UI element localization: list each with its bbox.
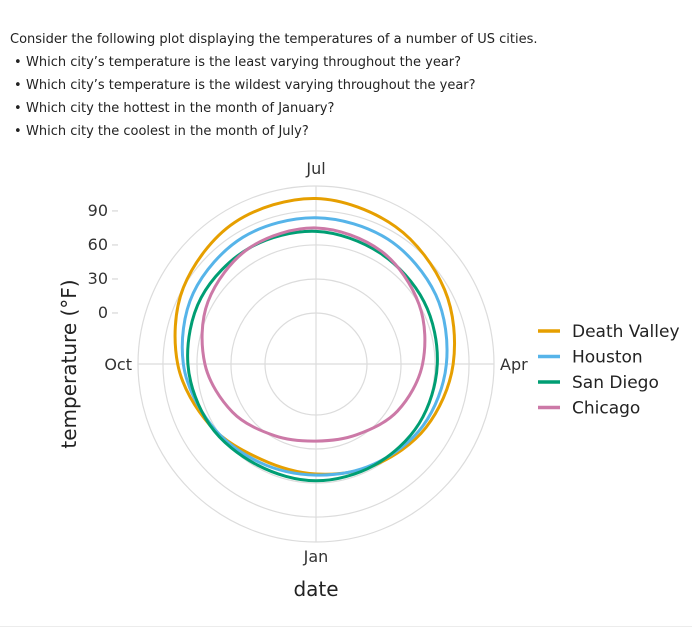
question-item: Which city the coolest in the month of J… xyxy=(10,120,538,143)
legend-label: Death Valley xyxy=(572,322,680,342)
polar-axis: Jan Apr Jul Oct 0 30 60 90 xyxy=(88,159,528,566)
series-line-houston xyxy=(180,216,449,477)
y-tick-label: 0 xyxy=(98,303,108,322)
question-item: Which city’s temperature is the least va… xyxy=(10,51,538,74)
legend-item: San Diego xyxy=(538,373,659,393)
divider xyxy=(0,626,692,627)
y-tick-label: 60 xyxy=(88,235,108,254)
x-tick-label: Apr xyxy=(500,355,528,374)
x-tick-label: Oct xyxy=(104,355,132,374)
question-intro: Consider the following plot displaying t… xyxy=(10,32,538,47)
question-list: Which city’s temperature is the least va… xyxy=(10,51,538,143)
question-item: Which city the hottest in the month of J… xyxy=(10,97,538,120)
legend: Death Valley Houston San Diego Chicago xyxy=(538,322,680,419)
x-tick-label: Jul xyxy=(305,159,325,178)
legend-item: Chicago xyxy=(538,399,640,419)
legend-label: San Diego xyxy=(572,373,659,393)
series-line-san-diego xyxy=(186,229,439,483)
legend-label: Chicago xyxy=(572,399,640,419)
y-tick-label: 90 xyxy=(88,201,108,220)
y-axis-label: temperature (°F) xyxy=(57,279,81,448)
question-item: Which city’s temperature is the wildest … xyxy=(10,74,538,97)
y-tick-label: 30 xyxy=(88,269,108,288)
x-axis-label: date xyxy=(293,577,338,601)
series-line-chicago xyxy=(200,226,427,443)
x-tick-label: Jan xyxy=(303,547,329,566)
polar-grid xyxy=(137,185,495,543)
series-lines xyxy=(173,196,456,483)
legend-item: Death Valley xyxy=(538,322,680,342)
legend-label: Houston xyxy=(572,348,643,368)
question-block: Consider the following plot displaying t… xyxy=(10,28,538,143)
legend-item: Houston xyxy=(538,348,643,368)
